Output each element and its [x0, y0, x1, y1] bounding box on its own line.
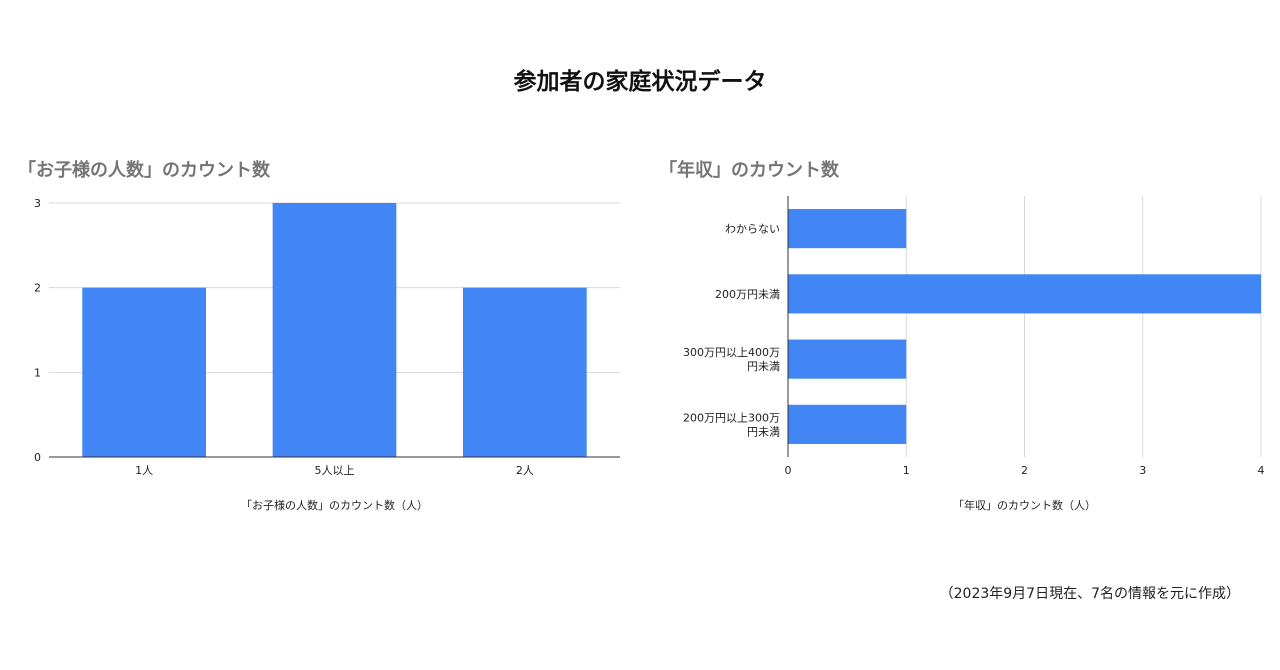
- y-tick-label: 3: [34, 197, 41, 210]
- footnote: （2023年9月7日現在、7名の情報を元に作成）: [939, 586, 1240, 602]
- x-tick-label: 3: [1139, 464, 1146, 477]
- x-tick-label: 5人以上: [315, 464, 355, 477]
- x-axis-title: 「お子様の人数」のカウント数（人）: [241, 498, 428, 512]
- y-tick-label: 200万円未満: [715, 288, 780, 301]
- chart-title: 「お子様の人数」のカウント数: [18, 159, 271, 181]
- bar: [462, 287, 587, 457]
- x-tick-label: 4: [1258, 464, 1265, 477]
- y-tick-label: わからない: [725, 223, 780, 236]
- bar: [788, 209, 907, 249]
- y-tick-label: 300万円以上400万: [683, 346, 780, 359]
- y-tick-label: 2: [34, 282, 41, 295]
- x-tick-label: 1人: [135, 464, 153, 477]
- bar: [788, 404, 907, 444]
- x-tick-label: 0: [785, 464, 792, 477]
- y-tick-label: 0: [34, 451, 41, 464]
- bar: [82, 287, 207, 457]
- bar: [788, 274, 1261, 314]
- y-tick-label: 円未満: [747, 425, 780, 438]
- y-tick-label: 1: [34, 366, 41, 379]
- y-tick-label: 円未満: [747, 360, 780, 373]
- page-title: 参加者の家庭状況データ: [513, 69, 767, 95]
- chart-title: 「年収」のカウント数: [659, 159, 840, 181]
- x-tick-label: 2: [1021, 464, 1028, 477]
- x-tick-label: 2人: [516, 464, 534, 477]
- children-count-chart: 「お子様の人数」のカウント数 0 1 2 3 1人 5人以上 2人「お子様の人数」のカウント数…: [18, 159, 620, 512]
- bar: [272, 203, 397, 457]
- bar: [788, 339, 907, 379]
- x-tick-label: 1: [903, 464, 910, 477]
- y-tick-label: 200万円以上300万: [683, 411, 780, 424]
- x-axis-title: 「年収」のカウント数（人）: [953, 498, 1096, 512]
